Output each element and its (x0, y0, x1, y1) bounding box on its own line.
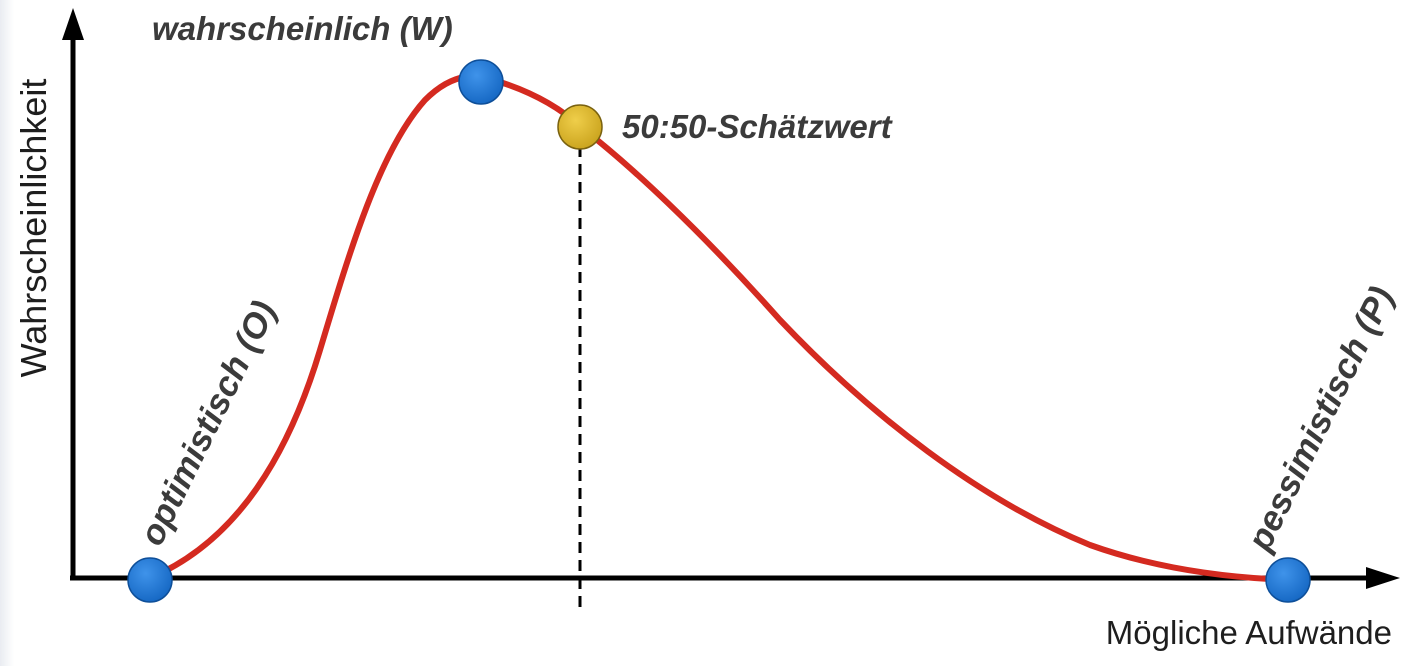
y-axis-arrowhead (62, 8, 84, 40)
y-axis-label: Wahrscheinlichkeit (13, 79, 54, 378)
median-label: 50:50-Schätzwert (622, 108, 894, 145)
x-axis-arrowhead (1366, 567, 1400, 589)
likely-label: wahrscheinlich (W) (152, 10, 453, 47)
median-point (557, 104, 603, 150)
x-axis-label: Mögliche Aufwände (1106, 614, 1392, 651)
optimistic-point (127, 557, 173, 603)
likely-point (458, 59, 504, 105)
pessimistic-point (1265, 557, 1311, 603)
distribution-curve (147, 73, 1293, 583)
pessimistic-label: pessimistisch (P) (1240, 281, 1402, 558)
left-edge-shading (0, 0, 14, 666)
optimistic-label: optimistisch (O) (132, 295, 284, 552)
